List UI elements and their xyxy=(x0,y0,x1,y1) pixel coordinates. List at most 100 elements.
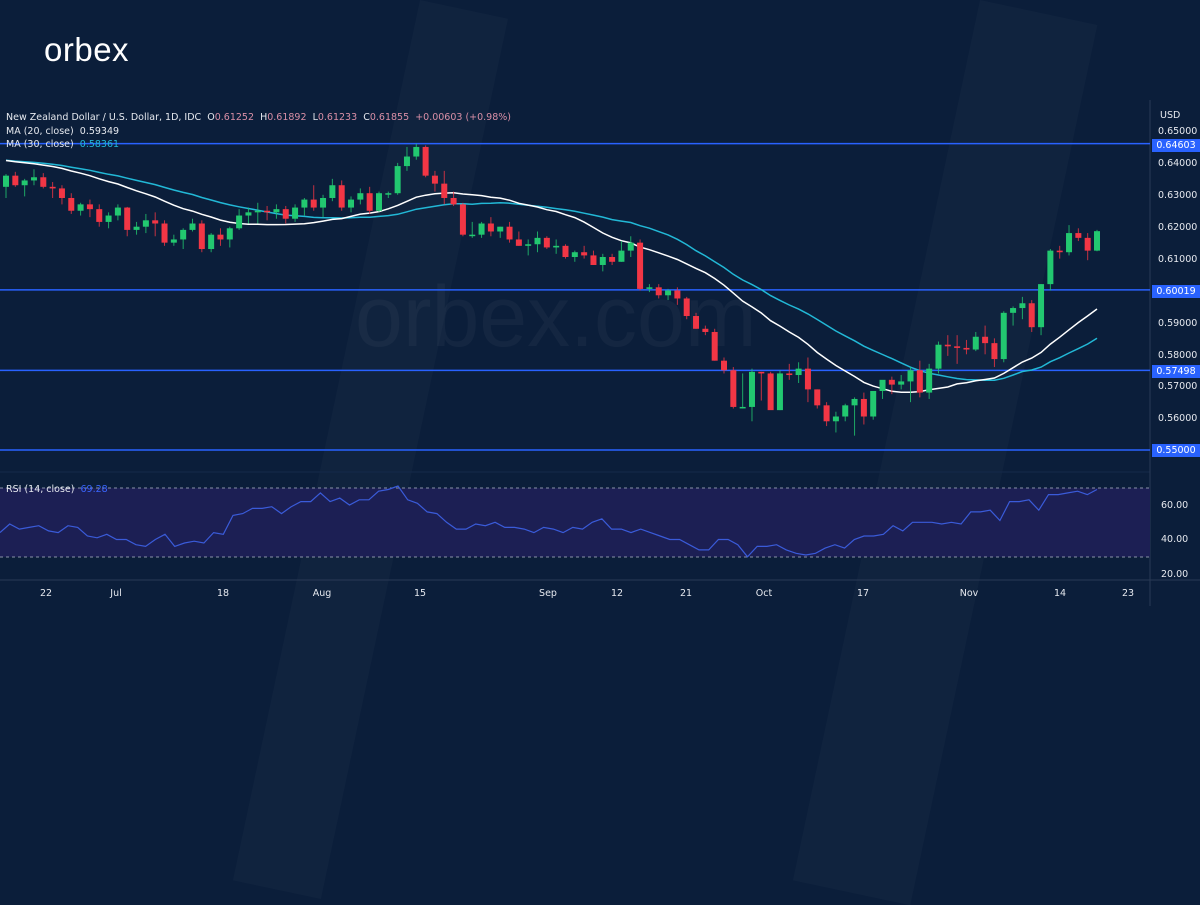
candle-body xyxy=(413,146,420,157)
ma20-value: 0.59349 xyxy=(79,126,120,137)
time-tick: Sep xyxy=(539,588,557,599)
candle-body xyxy=(870,390,877,417)
candle-body xyxy=(711,331,718,361)
price-tick: 0.62000 xyxy=(1158,222,1198,233)
candle-body xyxy=(916,370,923,393)
candle-body xyxy=(236,215,243,229)
rsi-value: 69.28 xyxy=(80,484,108,495)
candle-body xyxy=(170,239,177,243)
time-tick: 18 xyxy=(216,588,230,599)
rsi-tick: 20.00 xyxy=(1161,569,1189,580)
candle-body xyxy=(553,245,560,248)
currency-label: USD xyxy=(1160,110,1181,121)
ma20-legend[interactable]: MA (20, close) 0.59349 xyxy=(6,126,119,137)
logo-text: orbex xyxy=(44,31,130,68)
candle-body xyxy=(469,234,476,237)
symbol-legend: New Zealand Dollar / U.S. Dollar, 1D, ID… xyxy=(6,112,511,123)
close-value: 0.61855 xyxy=(369,112,410,123)
candle-body xyxy=(739,406,746,409)
candle-body xyxy=(525,244,532,246)
candle-body xyxy=(832,416,839,422)
price-tick: 0.65000 xyxy=(1158,126,1198,137)
candle-body xyxy=(58,188,65,198)
ma30-value: 0.58361 xyxy=(79,139,120,150)
candle-body xyxy=(329,185,336,198)
candle-body xyxy=(198,223,205,250)
candle-body xyxy=(357,193,364,200)
candle-body xyxy=(804,368,811,390)
candle-body xyxy=(776,373,783,411)
candle-body xyxy=(786,373,793,376)
candle-body xyxy=(208,234,215,250)
candle-body xyxy=(320,197,327,208)
ma20-label: MA (20, close) xyxy=(6,126,74,137)
price-tick: 0.56000 xyxy=(1158,413,1198,424)
time-tick: Jul xyxy=(110,588,122,599)
level-tag: 0.64603 xyxy=(1152,139,1200,152)
close-label: C xyxy=(363,112,370,123)
candle-body xyxy=(403,156,410,167)
candle-body xyxy=(879,379,886,391)
time-tick: 14 xyxy=(1053,588,1067,599)
candle-body xyxy=(1019,303,1026,309)
candle-body xyxy=(254,210,261,213)
price-tick: 0.63000 xyxy=(1158,190,1198,201)
candle-body xyxy=(665,290,672,296)
candle-body xyxy=(515,239,522,246)
candle-body xyxy=(609,257,616,262)
candle-body xyxy=(926,368,933,393)
candle-body xyxy=(1075,233,1082,238)
price-tick: 0.57000 xyxy=(1158,381,1198,392)
price-tick: 0.64000 xyxy=(1158,158,1198,169)
candle-body xyxy=(189,223,196,230)
time-tick: Oct xyxy=(755,588,773,599)
candle-body xyxy=(1094,231,1100,251)
candle-body xyxy=(282,209,289,219)
candle-body xyxy=(1038,284,1045,328)
candle-body xyxy=(562,245,569,258)
candle-body xyxy=(637,242,644,289)
rsi-legend[interactable]: RSI (14, close) 69.28 xyxy=(6,484,108,495)
candle-body xyxy=(683,298,690,317)
candle-body xyxy=(394,166,401,194)
candle-body xyxy=(590,255,597,265)
candle-body xyxy=(338,185,345,208)
candle-body xyxy=(888,379,895,385)
candle-body xyxy=(264,210,271,213)
candle-body xyxy=(30,177,37,181)
candle-body xyxy=(142,220,149,227)
symbol-title: New Zealand Dollar / U.S. Dollar, 1D, ID… xyxy=(6,112,202,123)
time-tick: 23 xyxy=(1121,588,1135,599)
high-value: 0.61892 xyxy=(267,112,307,123)
candle-body xyxy=(12,175,19,186)
price-tick: 0.59000 xyxy=(1158,318,1198,329)
low-value: 0.61233 xyxy=(317,112,358,123)
candle-body xyxy=(935,344,942,369)
candle-body xyxy=(991,343,998,360)
candle-body xyxy=(310,199,317,208)
candle-body xyxy=(77,204,84,211)
candle-body xyxy=(646,287,653,289)
rsi-line xyxy=(0,485,1098,558)
time-tick: Aug xyxy=(312,588,332,599)
candle-body xyxy=(534,237,541,245)
candle-body xyxy=(21,180,28,186)
chart-canvas[interactable]: orbex.com xyxy=(0,0,1200,627)
candle-body xyxy=(105,215,112,222)
watermark: orbex.com xyxy=(355,269,757,365)
time-tick: 17 xyxy=(856,588,870,599)
ma30-legend[interactable]: MA (30, close) 0.58361 xyxy=(6,139,119,150)
candle-body xyxy=(273,209,280,213)
candle-body xyxy=(721,360,728,371)
candle-body xyxy=(851,398,858,406)
candle-body xyxy=(944,344,951,347)
time-tick: 12 xyxy=(610,588,624,599)
candle-body xyxy=(124,207,131,230)
candle-body xyxy=(301,199,308,208)
candle-body xyxy=(599,257,606,265)
candle-body xyxy=(366,193,373,211)
candle-body xyxy=(898,381,905,385)
candle-body xyxy=(431,175,438,184)
candle-body xyxy=(152,220,159,224)
time-tick: 21 xyxy=(679,588,693,599)
